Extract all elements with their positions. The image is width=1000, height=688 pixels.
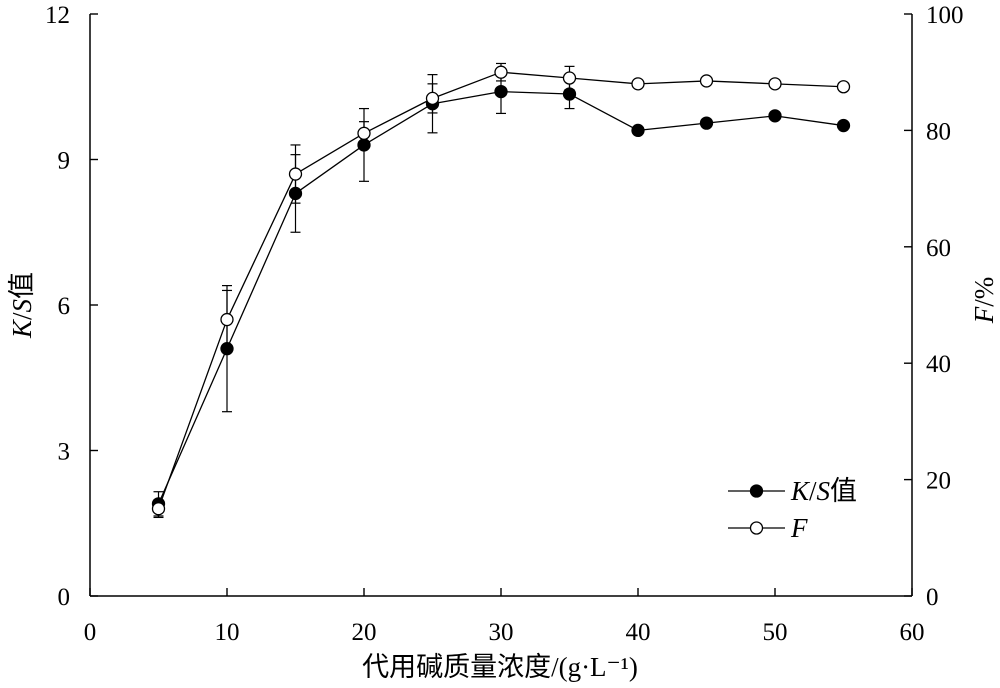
ks-point: [836, 118, 851, 133]
f-point: [631, 77, 645, 91]
f-point: [562, 71, 577, 85]
ks-point: [699, 116, 714, 130]
x-tick-label: 50: [763, 619, 788, 646]
legend-marker: [749, 521, 764, 535]
ks-point: [357, 138, 371, 152]
legend-item-f: F: [728, 513, 808, 543]
f-point: [494, 65, 508, 79]
data-points: [151, 65, 851, 516]
x-tick-label: 40: [626, 619, 651, 646]
x-tick-label: 60: [900, 619, 925, 646]
series-lines: [157, 71, 844, 509]
ks-point: [220, 341, 234, 356]
legend-marker: [749, 484, 764, 498]
f-point: [836, 80, 851, 94]
ks-point: [631, 123, 645, 138]
y-left-axis-title: K/S值: [7, 272, 37, 339]
y-left-tick-label: 12: [45, 2, 70, 29]
legend: K/S值 F: [728, 476, 857, 543]
ks-series-line: [157, 90, 844, 505]
y-right-tick-label: 80: [926, 118, 951, 145]
y-right-tick-label: 20: [926, 468, 951, 495]
f-point: [288, 167, 303, 181]
f-point: [699, 74, 714, 88]
y-right-tick-label: 100: [926, 2, 964, 29]
f-point: [425, 91, 440, 106]
ks-point: [288, 186, 303, 201]
y-right-axis-title: F/%: [969, 277, 999, 325]
ks-point: [768, 109, 782, 123]
f-series-line: [157, 71, 844, 509]
legend-label: F: [790, 513, 808, 543]
x-tick-label: 0: [84, 619, 97, 646]
x-axis-title: 代用碱质量浓度/(g·L⁻¹): [362, 652, 638, 682]
y-right-tick-label: 40: [926, 351, 951, 378]
f-point: [357, 126, 371, 140]
f-point: [151, 502, 166, 516]
y-left-tick-label: 3: [58, 439, 71, 466]
x-tick-label: 30: [489, 619, 514, 646]
legend-item-ks: K/S值: [728, 476, 857, 506]
ks-point: [562, 87, 577, 101]
y-right-tick-label: 0: [926, 584, 939, 611]
y-right-tick-label: 60: [926, 235, 951, 262]
y-left-tick-label: 9: [58, 148, 71, 175]
legend-label: K/S值: [790, 476, 857, 506]
x-tick-label: 10: [215, 619, 240, 646]
f-point: [768, 77, 782, 91]
y-left-tick-label: 0: [58, 584, 71, 611]
x-tick-label: 20: [352, 619, 377, 646]
ks-point: [494, 84, 508, 99]
f-point: [220, 312, 234, 327]
y-left-tick-label: 6: [58, 293, 71, 320]
